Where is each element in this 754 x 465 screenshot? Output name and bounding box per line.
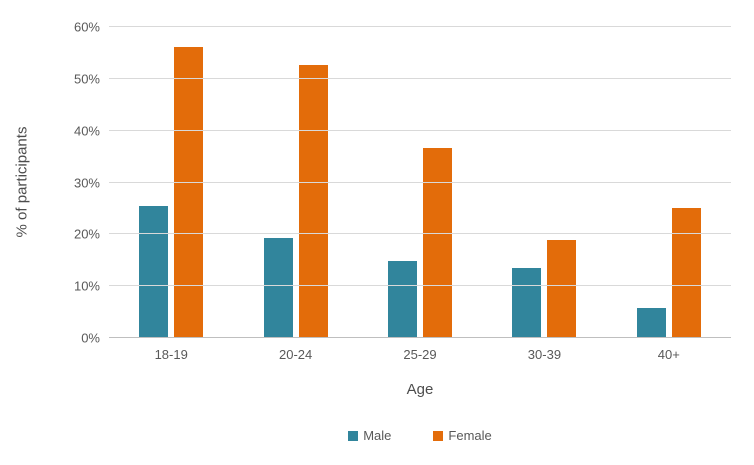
gridline xyxy=(109,77,731,79)
female-bar xyxy=(547,239,577,338)
gridline xyxy=(109,233,731,235)
legend-item-female: Female xyxy=(433,428,492,443)
y-tick-label: 60% xyxy=(73,19,100,35)
y-tick-label: 10% xyxy=(73,278,100,294)
gridline xyxy=(109,129,731,131)
legend-item-male: Male xyxy=(348,428,391,443)
male-bar xyxy=(636,308,666,338)
bar-group xyxy=(358,27,482,338)
y-tick-label: 0% xyxy=(81,330,100,346)
x-axis-line xyxy=(109,337,731,338)
bar-groups xyxy=(109,27,731,338)
x-axis-labels: 18-19 20-24 25-29 30-39 40+ xyxy=(109,347,731,362)
male-bar xyxy=(512,268,542,338)
female-bar xyxy=(174,47,204,338)
legend-label-female: Female xyxy=(448,428,492,443)
gridline xyxy=(109,181,731,183)
x-tick-label: 18-19 xyxy=(154,347,188,362)
x-tick-label: 25-29 xyxy=(403,347,437,362)
bar-group xyxy=(607,27,731,338)
bar-group xyxy=(482,27,606,338)
bar-group xyxy=(109,27,233,338)
legend: Male Female xyxy=(109,428,731,443)
male-bar xyxy=(263,238,293,338)
x-axis-title: Age xyxy=(406,381,434,398)
male-bar xyxy=(139,206,169,338)
x-tick-label: 30-39 xyxy=(527,347,562,362)
bar-group xyxy=(233,27,357,338)
gridline xyxy=(109,285,731,287)
gridline xyxy=(109,26,731,27)
legend-swatch-female xyxy=(433,430,444,441)
legend-label-male: Male xyxy=(363,428,392,443)
female-bar xyxy=(298,64,328,338)
y-tick-label: 40% xyxy=(73,123,100,139)
x-tick-label: 40+ xyxy=(657,347,680,362)
plot-area xyxy=(109,26,731,338)
y-tick-label: 20% xyxy=(73,226,100,242)
y-axis-ticks: 0% 10% 20% 30% 40% 50% 60% xyxy=(0,21,100,345)
female-bar xyxy=(423,147,453,338)
legend-swatch-male xyxy=(348,430,359,441)
female-bar xyxy=(671,207,701,338)
male-bar xyxy=(388,261,418,338)
y-tick-label: 50% xyxy=(73,71,100,87)
y-tick-label: 30% xyxy=(73,175,100,190)
x-tick-label: 20-24 xyxy=(278,347,313,362)
